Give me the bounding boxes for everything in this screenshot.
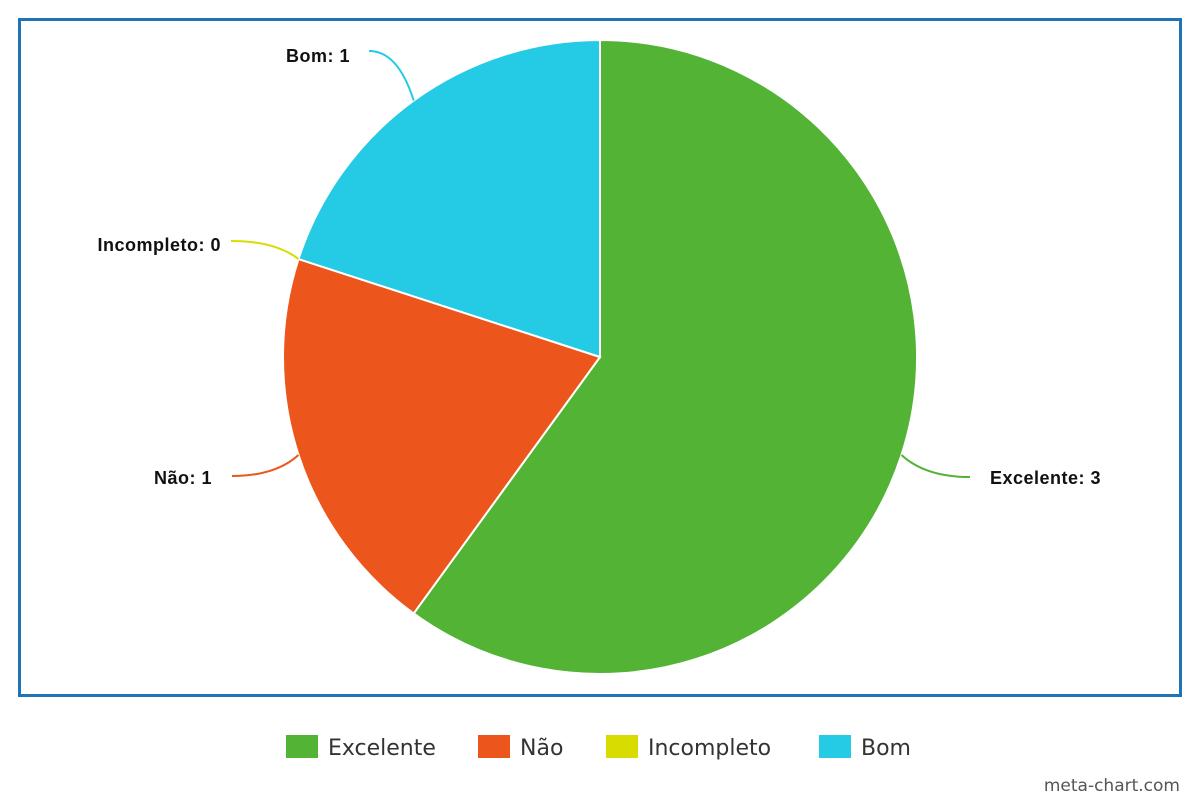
legend-label-incompleto: Incompleto <box>648 736 771 761</box>
pie-slice-bom <box>297 38 601 359</box>
slice-label-bom: Bom: 1 <box>286 46 350 66</box>
label-leader-lines <box>230 50 971 478</box>
legend-swatch-nao <box>478 735 510 758</box>
legend-swatch-bom <box>819 735 851 758</box>
legend: Excelente Não Incompleto Bom <box>286 735 911 761</box>
slice-labels: Excelente: 3 Não: 1 Incompleto: 0 Bom: 1 <box>97 46 1101 488</box>
slice-label-nao: Não: 1 <box>154 468 212 488</box>
legend-label-nao: Não <box>520 736 563 761</box>
watermark: meta-chart.com <box>1044 776 1180 796</box>
slice-label-incompleto: Incompleto: 0 <box>97 235 221 255</box>
legend-label-bom: Bom <box>861 736 911 761</box>
pie-slice-excelente <box>412 38 918 675</box>
pie-slices <box>282 38 918 675</box>
legend-label-excelente: Excelente <box>328 736 436 761</box>
leader-line-excelente <box>900 454 971 478</box>
leader-line-nao <box>231 454 300 477</box>
pie-slice-nao <box>282 257 602 615</box>
slice-label-excelente: Excelente: 3 <box>990 468 1101 488</box>
leader-line-bom <box>368 50 415 101</box>
leader-line-incompleto <box>230 240 300 260</box>
legend-swatch-incompleto <box>606 735 638 758</box>
legend-swatch-excelente <box>286 735 318 758</box>
